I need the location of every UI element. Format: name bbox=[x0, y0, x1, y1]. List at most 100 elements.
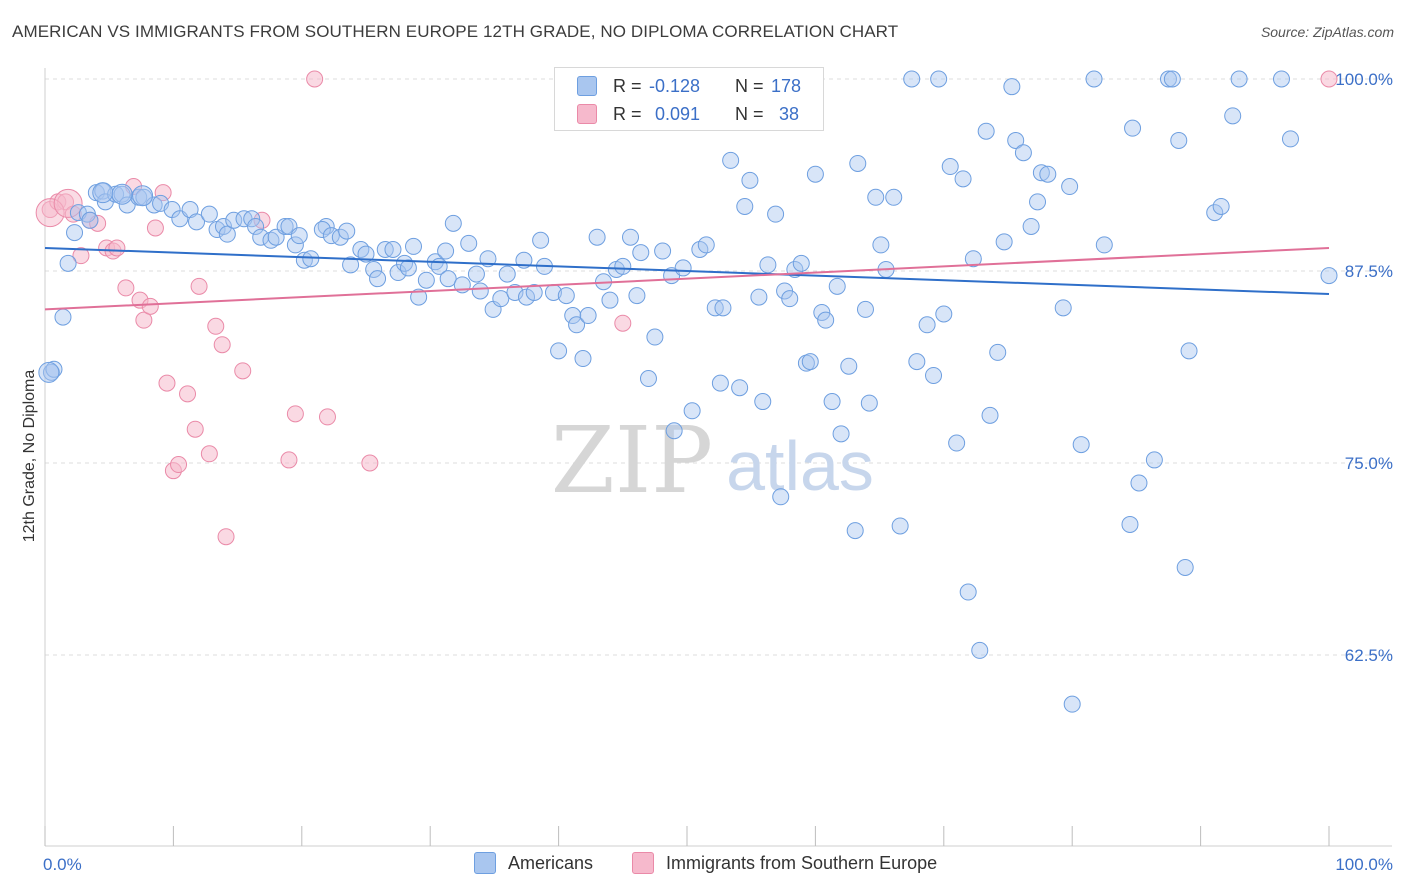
legend-n-value: 38 bbox=[779, 103, 800, 124]
americans-point bbox=[1003, 78, 1021, 96]
immigrants-point bbox=[217, 528, 235, 546]
americans-point bbox=[471, 282, 489, 300]
americans-point bbox=[908, 353, 926, 371]
americans-points bbox=[38, 70, 1338, 713]
americans-point bbox=[1130, 474, 1148, 492]
americans-point bbox=[846, 522, 864, 540]
americans-point bbox=[750, 288, 768, 306]
americans-point bbox=[574, 350, 592, 368]
americans-point bbox=[1224, 107, 1242, 125]
americans-point bbox=[313, 221, 331, 239]
grid bbox=[45, 78, 1392, 656]
x-tick-label: 100.0% bbox=[1335, 855, 1393, 874]
americans-point bbox=[614, 257, 632, 275]
americans-point bbox=[849, 154, 867, 172]
americans-point bbox=[132, 185, 154, 207]
americans-point bbox=[759, 256, 777, 274]
correlation-legend: R = -0.128 N = 178 R = 0.091 N = 38 bbox=[554, 67, 824, 131]
axes bbox=[44, 68, 1392, 847]
americans-point bbox=[568, 316, 586, 334]
americans-point bbox=[276, 217, 294, 235]
legend-r-value: 0.091 bbox=[655, 103, 701, 124]
immigrants-point bbox=[207, 317, 225, 335]
americans-point bbox=[731, 379, 749, 397]
americans-point bbox=[941, 158, 959, 176]
americans-point bbox=[331, 228, 349, 246]
americans-point bbox=[1063, 695, 1081, 713]
americans-point bbox=[557, 287, 575, 305]
americans-point bbox=[840, 357, 858, 375]
americans-point bbox=[711, 374, 729, 392]
americans-point bbox=[1272, 70, 1290, 88]
americans-point bbox=[772, 488, 790, 506]
americans-point bbox=[1145, 451, 1163, 469]
x-tick-label: 0.0% bbox=[43, 855, 82, 874]
americans-point bbox=[781, 290, 799, 308]
americans-point bbox=[1054, 299, 1072, 317]
americans-point bbox=[1176, 558, 1194, 576]
americans-point bbox=[1022, 217, 1040, 235]
immigrants-point bbox=[234, 362, 252, 380]
americans-point bbox=[1160, 70, 1177, 88]
americans-point bbox=[498, 265, 516, 283]
watermark-zip: ZIP bbox=[551, 407, 713, 514]
americans-point bbox=[342, 256, 360, 274]
americans-point bbox=[722, 151, 740, 169]
americans-swatch bbox=[577, 76, 597, 96]
immigrants-point bbox=[1320, 70, 1338, 88]
americans-point bbox=[736, 197, 754, 215]
americans-point bbox=[856, 300, 874, 318]
americans-point bbox=[813, 303, 831, 321]
immigrants-point bbox=[213, 336, 231, 354]
americans-legend-swatch bbox=[474, 852, 496, 874]
y-tick-label: 62.5% bbox=[1345, 646, 1393, 665]
americans-point bbox=[1163, 70, 1181, 88]
americans-point bbox=[1230, 70, 1248, 88]
americans-point bbox=[639, 370, 657, 388]
americans-point bbox=[1007, 131, 1025, 149]
y-tick-label: 75.0% bbox=[1345, 454, 1393, 473]
americans-point bbox=[384, 240, 402, 258]
americans-point bbox=[286, 236, 304, 254]
legend-row-americans: R = -0.128 N = 178 bbox=[577, 74, 801, 98]
americans-point bbox=[460, 234, 478, 252]
americans-point bbox=[801, 353, 819, 371]
americans-point bbox=[995, 233, 1013, 251]
americans-point bbox=[741, 171, 759, 189]
americans-point bbox=[817, 311, 835, 329]
y-tick-label: 87.5% bbox=[1345, 262, 1393, 281]
immigrants-legend-swatch bbox=[632, 852, 654, 874]
americans-point bbox=[389, 264, 407, 282]
americans-point bbox=[697, 236, 715, 254]
americans-point bbox=[935, 305, 953, 323]
americans-point bbox=[964, 250, 982, 268]
americans-point bbox=[252, 228, 270, 246]
legend-r-label: R = bbox=[613, 103, 642, 124]
immigrants-point bbox=[280, 451, 298, 469]
immigrants-point bbox=[306, 70, 324, 88]
americans-point bbox=[399, 259, 417, 277]
americans-point bbox=[628, 287, 646, 305]
americans-point bbox=[38, 361, 60, 383]
y-axis-title: 12th Grade, No Diploma bbox=[21, 370, 38, 543]
americans-point bbox=[302, 250, 320, 268]
americans-point bbox=[492, 290, 510, 308]
americans-point bbox=[1095, 236, 1113, 254]
trend-lines bbox=[44, 246, 1330, 311]
americans-point bbox=[81, 211, 99, 229]
americans-point bbox=[188, 213, 206, 231]
legend-r-value: -0.128 bbox=[649, 75, 701, 96]
americans-point bbox=[550, 342, 568, 360]
americans-point bbox=[954, 170, 972, 188]
americans-point bbox=[588, 228, 606, 246]
americans-point bbox=[410, 288, 428, 306]
americans-point bbox=[247, 217, 265, 235]
americans-trend-line bbox=[44, 246, 1330, 296]
americans-point bbox=[930, 70, 948, 88]
americans-point bbox=[683, 402, 701, 420]
watermark-atlas: atlas bbox=[726, 427, 874, 505]
americans-point bbox=[860, 394, 878, 412]
americans-point bbox=[1320, 267, 1338, 285]
immigrants-point bbox=[614, 314, 632, 332]
americans-point bbox=[1170, 131, 1188, 149]
